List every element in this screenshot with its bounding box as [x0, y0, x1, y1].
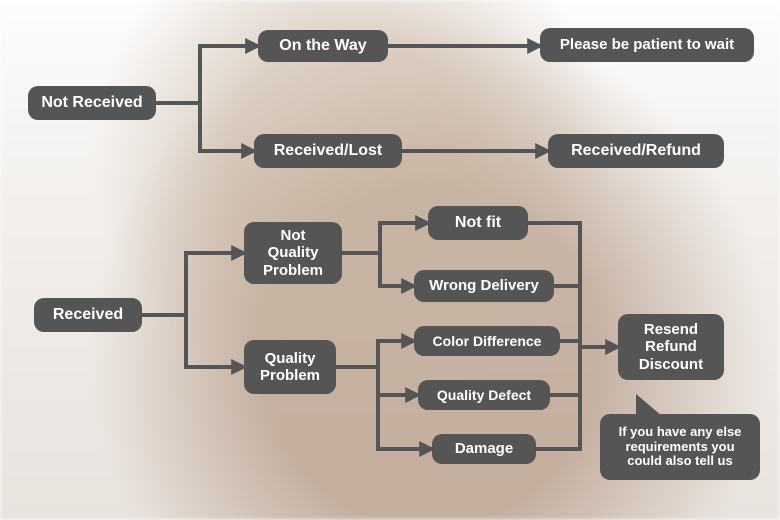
flowchart-canvas: Not Received On the Way Please be patient … [0, 0, 780, 520]
edge-received-to-not_quality [142, 253, 244, 315]
node-note: If you have any else requirements you co… [600, 414, 760, 480]
edge-quality-to-color_diff [336, 341, 414, 367]
edge-not_received-to-received_lost [156, 103, 254, 151]
node-not-received: Not Received [28, 86, 156, 120]
node-color-diff: Color Difference [414, 326, 560, 356]
edge-not_quality-to-not_fit [342, 223, 428, 253]
node-quality-defect: Quality Defect [418, 380, 550, 410]
node-received-refund: Received/Refund [548, 134, 724, 168]
note-speech-tail [636, 394, 662, 416]
edge-color_diff-to-resend_bus [560, 341, 580, 347]
node-quality: Quality Problem [244, 340, 336, 394]
node-received-lost: Received/Lost [254, 134, 402, 168]
node-patient: Please be patient to wait [540, 28, 754, 62]
edge-quality-to-damage [336, 367, 432, 449]
node-on-the-way: On the Way [258, 30, 388, 62]
node-received: Received [34, 298, 142, 332]
edge-received-to-quality [142, 315, 244, 367]
edge-not_received-to-on_the_way [156, 46, 258, 103]
node-not-fit: Not fit [428, 206, 528, 240]
node-wrong-delivery: Wrong Delivery [414, 270, 554, 302]
edge-not_quality-to-wrong_delivery [342, 253, 414, 286]
node-not-quality: Not Quality Problem [244, 222, 342, 284]
node-resend: Resend Refund Discount [618, 314, 724, 380]
node-damage: Damage [432, 434, 536, 464]
